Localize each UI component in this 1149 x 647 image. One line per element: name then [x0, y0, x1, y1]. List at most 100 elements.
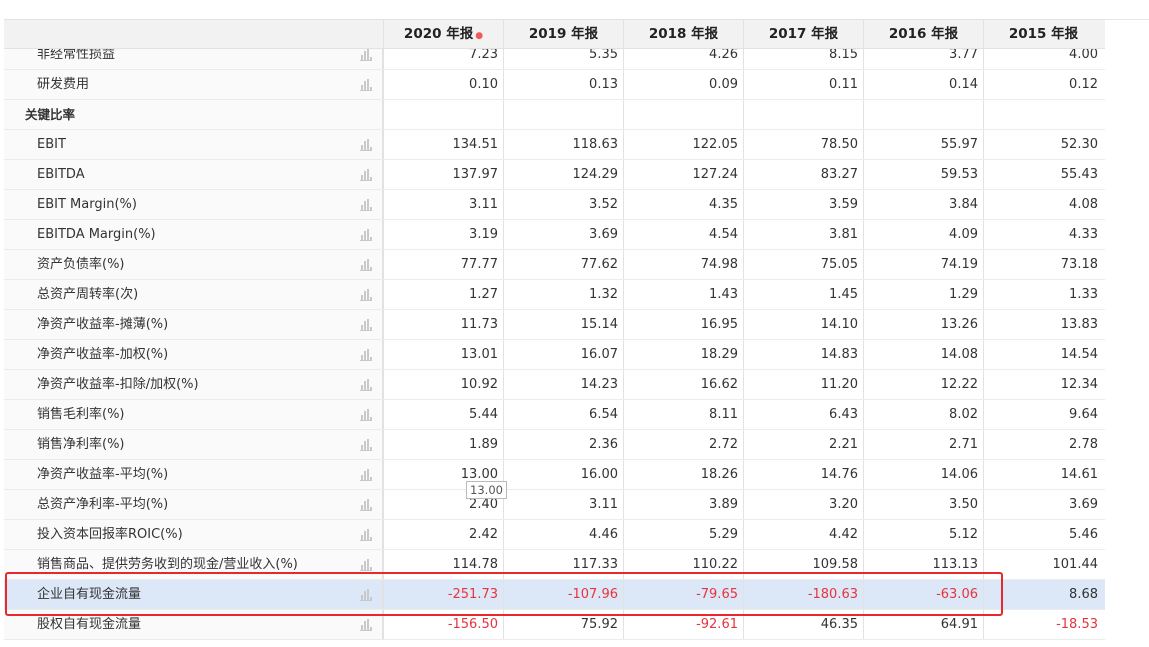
- bar-chart-icon[interactable]: [360, 289, 372, 301]
- row-label: 净资产收益率-摊薄(%): [4, 310, 383, 339]
- bar-chart-icon[interactable]: [360, 619, 372, 631]
- column-header-label: 2017 年报: [768, 26, 839, 42]
- table-cell: 3.19: [383, 220, 503, 249]
- bar-chart-icon[interactable]: [360, 259, 372, 271]
- table-row: EBITDA Margin(%) 3.19 3.69 4.54 3.81 4.09 4.33: [4, 220, 1105, 250]
- table-cell: 3.77: [863, 40, 983, 69]
- table-cell: 0.10: [383, 70, 503, 99]
- row-label: 总资产净利率-平均(%): [4, 490, 383, 519]
- table-cell: 14.61: [983, 460, 1103, 489]
- column-header-label: 2016 年报: [888, 26, 959, 42]
- table-cell: 1.89: [383, 430, 503, 459]
- table-row: EBIT Margin(%) 3.11 3.52 4.35 3.59 3.84 4.08: [4, 190, 1105, 220]
- table-cell: 137.97: [383, 160, 503, 189]
- bar-chart-icon[interactable]: [360, 559, 372, 571]
- column-header-2[interactable]: 2018 年报: [623, 20, 743, 49]
- row-label: 净资产收益率-扣除/加权(%): [4, 370, 383, 399]
- table-cell: 13.00: [383, 460, 503, 489]
- table-cell: 4.46: [503, 520, 623, 549]
- table-cell: 74.98: [623, 250, 743, 279]
- table-cell: 1.33: [983, 280, 1103, 309]
- column-header-5[interactable]: 2015 年报: [983, 20, 1103, 49]
- bar-chart-icon[interactable]: [360, 499, 372, 511]
- table-cell: 101.44: [983, 550, 1103, 579]
- table-cell: 114.78: [383, 550, 503, 579]
- table-cell: 7.23: [383, 40, 503, 69]
- bar-chart-icon[interactable]: [360, 349, 372, 361]
- table-cell: 46.35: [743, 610, 863, 639]
- table-cell: 2.72: [623, 430, 743, 459]
- table-cell: 3.84: [863, 190, 983, 219]
- table-cell: 75.05: [743, 250, 863, 279]
- table-cell: 16.00: [503, 460, 623, 489]
- column-header-1[interactable]: 2019 年报: [503, 20, 623, 49]
- table-cell: [983, 100, 1103, 129]
- table-cell: 110.22: [623, 550, 743, 579]
- bar-chart-icon[interactable]: [360, 469, 372, 481]
- table-cell: 3.20: [743, 490, 863, 519]
- bar-chart-icon[interactable]: [360, 199, 372, 211]
- table-cell: 16.07: [503, 340, 623, 369]
- table-cell: 14.06: [863, 460, 983, 489]
- bar-chart-icon[interactable]: [360, 139, 372, 151]
- table-row: 净资产收益率-加权(%) 13.01 16.07 18.29 14.83 14.08 14.…: [4, 340, 1105, 370]
- table-cell: 4.09: [863, 220, 983, 249]
- header-extension-line: [1105, 19, 1149, 20]
- table-cell: 10.92: [383, 370, 503, 399]
- table-row: 销售商品、提供劳务收到的现金/营业收入(%) 114.78 117.33 110.22…: [4, 550, 1105, 580]
- table-cell: 8.15: [743, 40, 863, 69]
- table-cell: 113.13: [863, 550, 983, 579]
- table-cell: 8.02: [863, 400, 983, 429]
- table-row: EBIT 134.51 118.63 122.05 78.50 55.97 52.30: [4, 130, 1105, 160]
- bar-chart-icon[interactable]: [360, 49, 372, 61]
- row-label: 总资产周转率(次): [4, 280, 383, 309]
- table-cell: 0.11: [743, 70, 863, 99]
- bell-icon[interactable]: ●: [475, 31, 484, 41]
- bar-chart-icon[interactable]: [360, 79, 372, 91]
- table-cell: 13.01: [383, 340, 503, 369]
- bar-chart-icon[interactable]: [360, 379, 372, 391]
- table-cell: 18.26: [623, 460, 743, 489]
- table-cell: 83.27: [743, 160, 863, 189]
- table-cell: 3.11: [383, 190, 503, 219]
- table-cell: 2.78: [983, 430, 1103, 459]
- table-row: 总资产净利率-平均(%) 2.40 3.11 3.89 3.20 3.50 3.69: [4, 490, 1105, 520]
- table-cell: 2.36: [503, 430, 623, 459]
- table-cell: 2.21: [743, 430, 863, 459]
- bar-chart-icon[interactable]: [360, 319, 372, 331]
- table-row: 销售净利率(%) 1.89 2.36 2.72 2.21 2.71 2.78: [4, 430, 1105, 460]
- table-row: 股权自有现金流量 -156.50 75.92 -92.61 46.35 64.91 -18.…: [4, 610, 1105, 640]
- bar-chart-icon[interactable]: [360, 589, 372, 601]
- column-header-4[interactable]: 2016 年报: [863, 20, 983, 49]
- bar-chart-icon[interactable]: [360, 529, 372, 541]
- table-cell: 14.76: [743, 460, 863, 489]
- table-cell: 2.40: [383, 490, 503, 519]
- column-header-label: 2020 年报: [403, 26, 474, 42]
- bar-chart-icon[interactable]: [360, 409, 372, 421]
- table-row: 总资产周转率(次) 1.27 1.32 1.43 1.45 1.29 1.33: [4, 280, 1105, 310]
- row-label: 关键比率: [4, 100, 383, 129]
- table-cell: 4.54: [623, 220, 743, 249]
- table-cell: 14.83: [743, 340, 863, 369]
- table-cell: 4.26: [623, 40, 743, 69]
- column-header-0[interactable]: 2020 年报 ●: [383, 20, 503, 49]
- table-cell: [743, 100, 863, 129]
- table-cell: 15.14: [503, 310, 623, 339]
- row-label: 资产负债率(%): [4, 250, 383, 279]
- table-cell: 4.35: [623, 190, 743, 219]
- table-cell: 3.89: [623, 490, 743, 519]
- table-row: 净资产收益率-扣除/加权(%) 10.92 14.23 16.62 11.20 12.22…: [4, 370, 1105, 400]
- bar-chart-icon[interactable]: [360, 229, 372, 241]
- bar-chart-icon[interactable]: [360, 439, 372, 451]
- bar-chart-icon[interactable]: [360, 169, 372, 181]
- table-cell: -92.61: [623, 610, 743, 639]
- column-header-label: 2018 年报: [648, 26, 719, 42]
- row-label: 股权自有现金流量: [4, 610, 383, 639]
- table-cell: 77.77: [383, 250, 503, 279]
- row-label: 净资产收益率-平均(%): [4, 460, 383, 489]
- table-cell: 11.73: [383, 310, 503, 339]
- table-cell: 9.64: [983, 400, 1103, 429]
- table-cell: 8.68: [983, 580, 1103, 609]
- column-header-3[interactable]: 2017 年报: [743, 20, 863, 49]
- table-cell: 64.91: [863, 610, 983, 639]
